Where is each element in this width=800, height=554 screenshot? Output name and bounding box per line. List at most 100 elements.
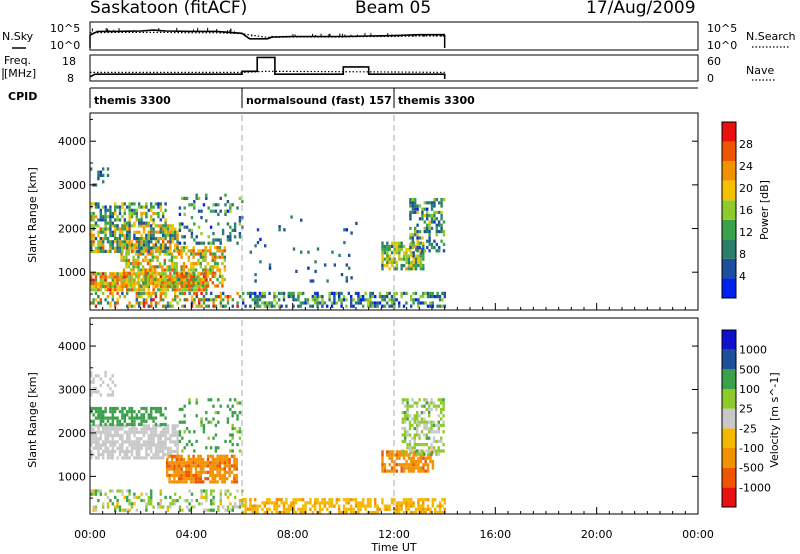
heatmap-cell [221,278,224,282]
heatmap-cell [154,453,158,457]
heatmap-cell [212,298,215,302]
heatmap-cell [400,248,403,252]
heatmap-cell [104,492,107,496]
heatmap-cell [183,212,186,216]
heatmap-cell [197,477,200,481]
heatmap-cell [234,495,237,499]
heatmap-cell [114,508,117,512]
heatmap-cell [224,193,227,197]
heatmap-cell [425,433,428,437]
heatmap-cell [413,446,416,450]
heatmap-cell [185,461,188,465]
heatmap-cell [132,265,135,269]
heatmap-cell [171,233,174,237]
heatmap-cell [422,254,425,258]
heatmap-cell [116,427,119,431]
heatmap-cell [352,507,355,511]
heatmap-cell [150,449,153,454]
heatmap-cell [151,271,154,275]
heatmap-cell [130,272,134,276]
heatmap-cell [207,398,210,402]
heatmap-cell [109,218,112,222]
heatmap-cell [202,284,205,288]
heatmap-cell [121,233,124,237]
heatmap-cell [381,453,384,457]
heatmap-cell [199,480,202,484]
heatmap-cell [200,304,203,308]
heatmap-cell [121,202,124,206]
heatmap-cell [376,504,379,508]
heatmap-cell [92,419,95,423]
heatmap-cell [430,246,434,250]
heatmap-cell [395,463,399,467]
heatmap-cell [236,301,239,305]
heatmap-cell [204,258,207,262]
heatmap-cell [92,387,95,391]
heatmap-cell [138,291,141,295]
heatmap-cell [132,249,135,253]
heatmap-cell [211,473,214,478]
heatmap-cell [357,507,360,511]
heatmap-cell [436,504,439,508]
heatmap-cell [188,430,191,434]
heatmap-cell [413,443,416,447]
heatmap-cell [411,201,414,205]
heatmap-cell [229,232,232,236]
heatmap-cell [440,214,443,218]
heatmap-cell [254,279,257,283]
heatmap-cell [99,218,102,222]
heatmap-cell [354,501,358,505]
heatmap-cell [297,304,300,308]
colorbar-swatch [722,349,736,370]
heatmap-cell [152,233,155,237]
heatmap-cell [251,291,254,295]
heatmap-cell [214,295,218,299]
heatmap-cell [140,233,143,237]
heatmap-cell [197,252,200,256]
heatmap-cell [162,456,165,460]
heatmap-cell [190,278,193,282]
heatmap-cell [123,240,126,244]
heatmap-cell [169,440,172,444]
heatmap-cell [139,252,142,256]
heatmap-cell [142,265,145,269]
heatmap-cell [216,464,219,468]
heatmap-cell [126,449,129,454]
heatmap-cell [190,492,194,496]
heatmap-cell [433,239,436,243]
heatmap-cell [194,268,198,272]
heatmap-cell [133,456,136,460]
heatmap-cell [275,510,278,515]
heatmap-cell [214,262,217,266]
colorbar-frame [721,121,737,299]
heatmap-cell [138,243,141,247]
heatmap-cell [273,304,276,308]
heatmap-cell [407,501,410,505]
heatmap-cell [114,288,117,292]
heatmap-cell [162,249,165,253]
heatmap-cell [292,501,295,505]
heatmap-cell [443,498,446,502]
heatmap-cell [116,272,119,276]
heatmap-cell [138,288,141,292]
heatmap-cell [130,304,134,308]
heatmap-cell [94,275,98,279]
heatmap-cell [390,244,394,248]
heatmap-cell [90,489,93,493]
heatmap-cell [154,268,157,272]
heatmap-cell [111,446,114,450]
heatmap-cell [102,505,105,509]
heatmap-cell [116,215,119,219]
heatmap-cell [299,510,302,515]
heatmap-cell [412,291,415,295]
heatmap-cell [418,217,422,221]
heatmap-cell [125,262,128,266]
heatmap-cell [109,249,112,253]
heatmap-cell [150,275,153,279]
heatmap-cell [164,295,167,299]
heatmap-cell [261,295,264,299]
heatmap-cell [150,202,153,206]
heatmap-cell [168,278,171,282]
heatmap-cell [364,298,367,302]
heatmap-cell [187,461,190,465]
